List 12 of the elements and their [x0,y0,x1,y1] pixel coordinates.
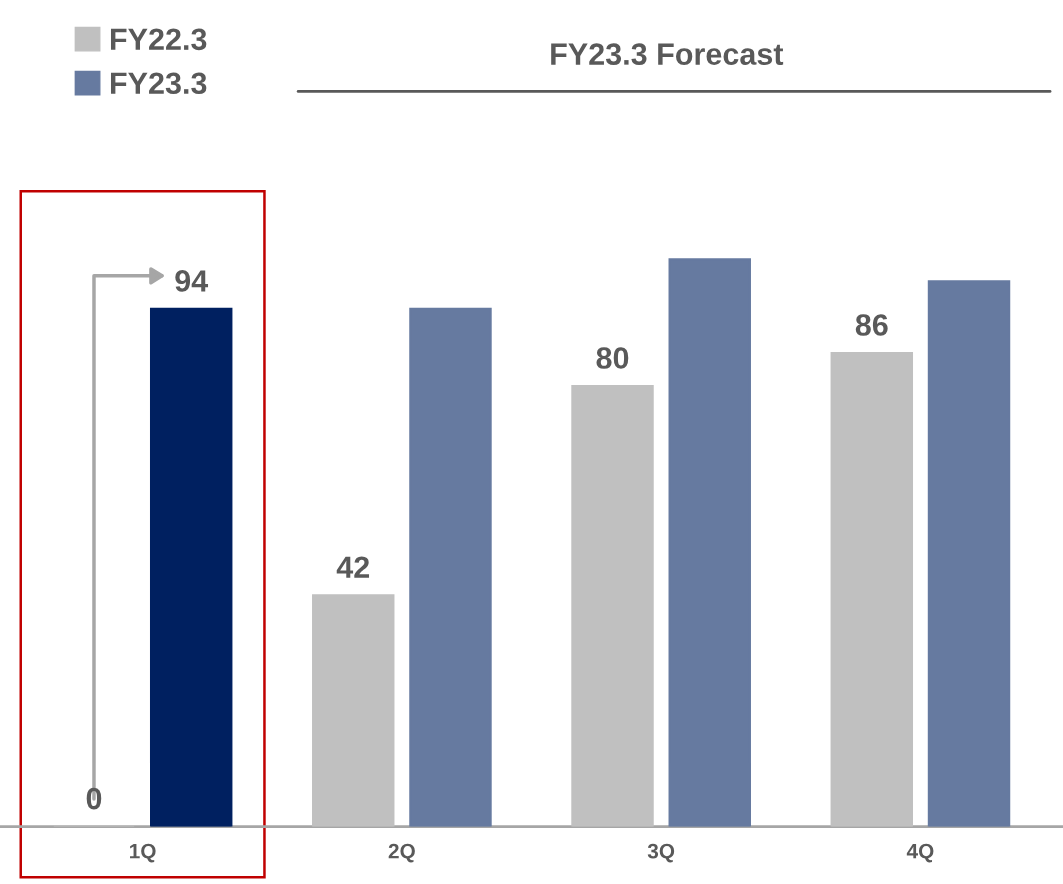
data-label: 94 [175,270,209,292]
legend-label: FY22.3 [110,28,207,51]
data-label: 80 [596,347,629,369]
legend-label: FY23.3 [110,72,207,95]
x-tick-label: 4Q [906,843,934,863]
data-label: 0 [86,787,102,810]
data-label: 42 [336,556,370,578]
x-tick-label: 2Q [388,843,415,863]
x-tick-label: 3Q [647,843,675,863]
data-label: 86 [855,314,888,336]
text: FY23.3 Forecast [551,43,784,65]
x-tick-label: 1Q [130,843,156,863]
